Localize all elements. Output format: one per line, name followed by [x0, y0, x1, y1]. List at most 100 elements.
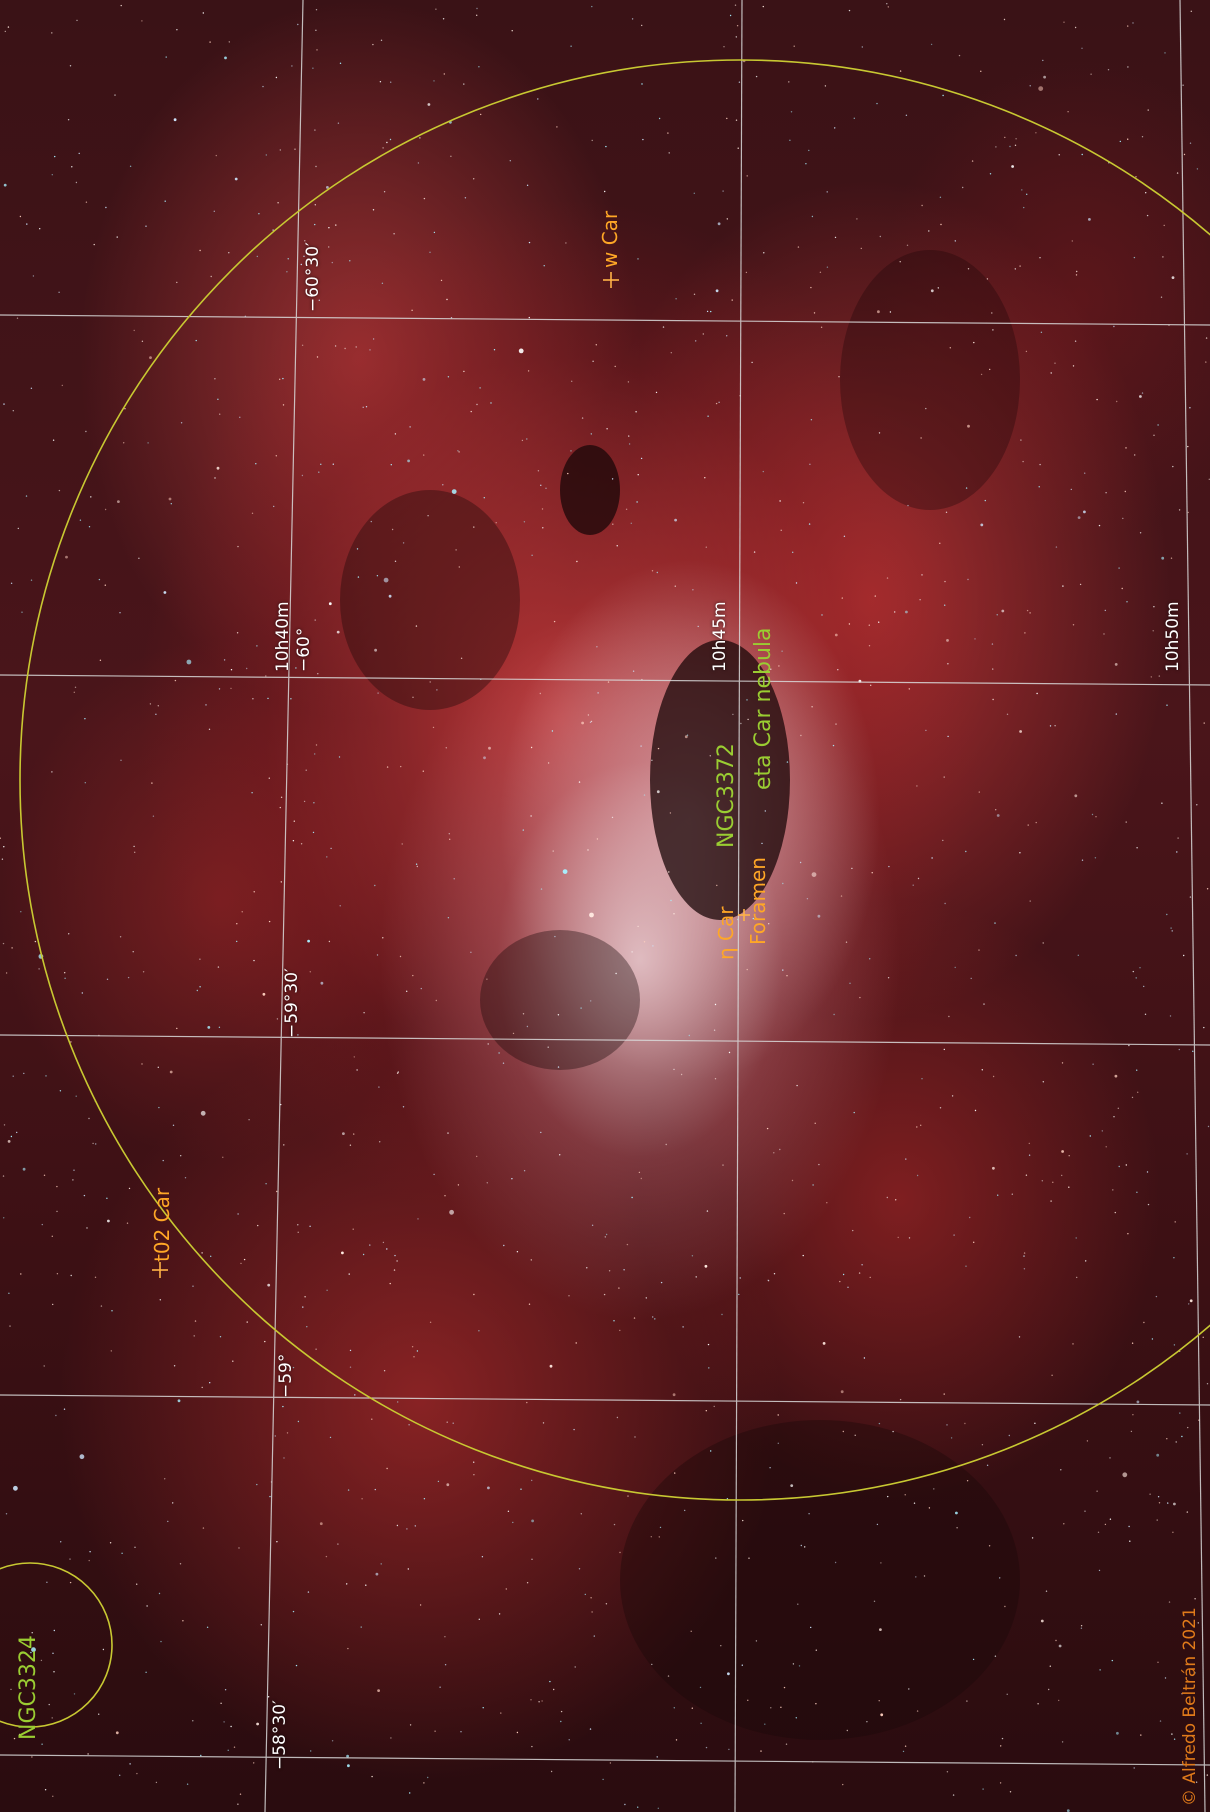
star	[1183, 153, 1186, 156]
grid-ra-line-2	[734, 0, 743, 1812]
star	[511, 30, 513, 32]
star	[20, 1273, 22, 1275]
star	[603, 1293, 606, 1296]
star	[486, 1182, 488, 1184]
star	[473, 1461, 475, 1463]
star	[675, 1739, 678, 1741]
star	[967, 424, 970, 428]
star	[923, 1575, 926, 1577]
star	[531, 1558, 533, 1561]
star	[268, 777, 270, 779]
star	[1024, 632, 1026, 634]
star	[1003, 18, 1006, 21]
star	[1163, 224, 1165, 227]
star	[297, 1224, 299, 1226]
star	[39, 228, 41, 230]
star	[332, 463, 334, 465]
star	[473, 1474, 475, 1476]
star	[1081, 859, 1084, 861]
star	[280, 796, 283, 798]
star	[435, 8, 437, 10]
star	[347, 1647, 349, 1650]
star	[329, 1436, 332, 1439]
star	[248, 1119, 250, 1121]
star	[746, 175, 748, 177]
star	[406, 1528, 408, 1530]
star	[576, 560, 578, 563]
star	[502, 1062, 505, 1064]
star	[793, 45, 795, 47]
star	[1135, 176, 1137, 178]
star	[992, 1166, 995, 1170]
star	[45, 1075, 47, 1077]
star	[708, 1367, 710, 1369]
star	[834, 1561, 837, 1564]
star	[729, 14, 732, 17]
star	[268, 920, 271, 923]
star	[227, 1749, 229, 1752]
star	[442, 484, 444, 486]
star	[751, 361, 753, 364]
star	[1045, 1590, 1048, 1592]
star	[899, 1398, 902, 1401]
star	[378, 1086, 380, 1088]
star	[169, 1070, 173, 1074]
star	[155, 1781, 158, 1784]
star	[913, 1502, 916, 1504]
star	[88, 1559, 90, 1562]
star	[275, 76, 278, 79]
star	[309, 1225, 311, 1228]
star	[770, 1707, 772, 1709]
star	[394, 1254, 396, 1257]
star	[199, 249, 201, 252]
star	[567, 472, 569, 475]
star	[338, 756, 341, 758]
star	[349, 260, 351, 262]
star	[146, 1605, 148, 1607]
star	[12, 1075, 14, 1077]
star	[586, 1267, 588, 1269]
star	[215, 154, 217, 157]
star	[473, 526, 475, 528]
star	[887, 977, 890, 979]
star	[353, 1133, 355, 1135]
star	[613, 1523, 616, 1526]
star	[417, 1218, 419, 1220]
star	[460, 657, 463, 659]
star	[349, 1366, 352, 1368]
star	[763, 252, 765, 254]
star	[795, 582, 798, 584]
star	[10, 1688, 12, 1691]
ngc3372-circle	[19, 59, 1210, 1501]
star	[925, 729, 927, 732]
star	[602, 1778, 604, 1781]
star	[1063, 1523, 1065, 1525]
star	[116, 236, 118, 238]
star	[886, 1196, 888, 1199]
star	[605, 1603, 608, 1605]
star	[393, 1269, 396, 1271]
star	[786, 761, 789, 763]
star	[670, 899, 672, 902]
star	[348, 1273, 350, 1275]
star	[656, 571, 658, 574]
star	[800, 734, 802, 737]
star	[727, 1672, 730, 1676]
star	[728, 1748, 730, 1751]
star	[847, 1286, 849, 1289]
star	[1026, 609, 1029, 612]
star	[389, 1282, 391, 1285]
star	[834, 127, 836, 129]
star	[267, 1696, 270, 1698]
star	[326, 1289, 328, 1292]
star	[163, 591, 167, 594]
star	[880, 1713, 884, 1717]
star	[839, 1280, 841, 1283]
star	[481, 1556, 484, 1558]
star	[16, 1131, 18, 1134]
star	[928, 230, 930, 232]
star	[83, 1194, 86, 1197]
star	[943, 776, 945, 778]
star	[1159, 1720, 1162, 1722]
star	[328, 227, 330, 229]
